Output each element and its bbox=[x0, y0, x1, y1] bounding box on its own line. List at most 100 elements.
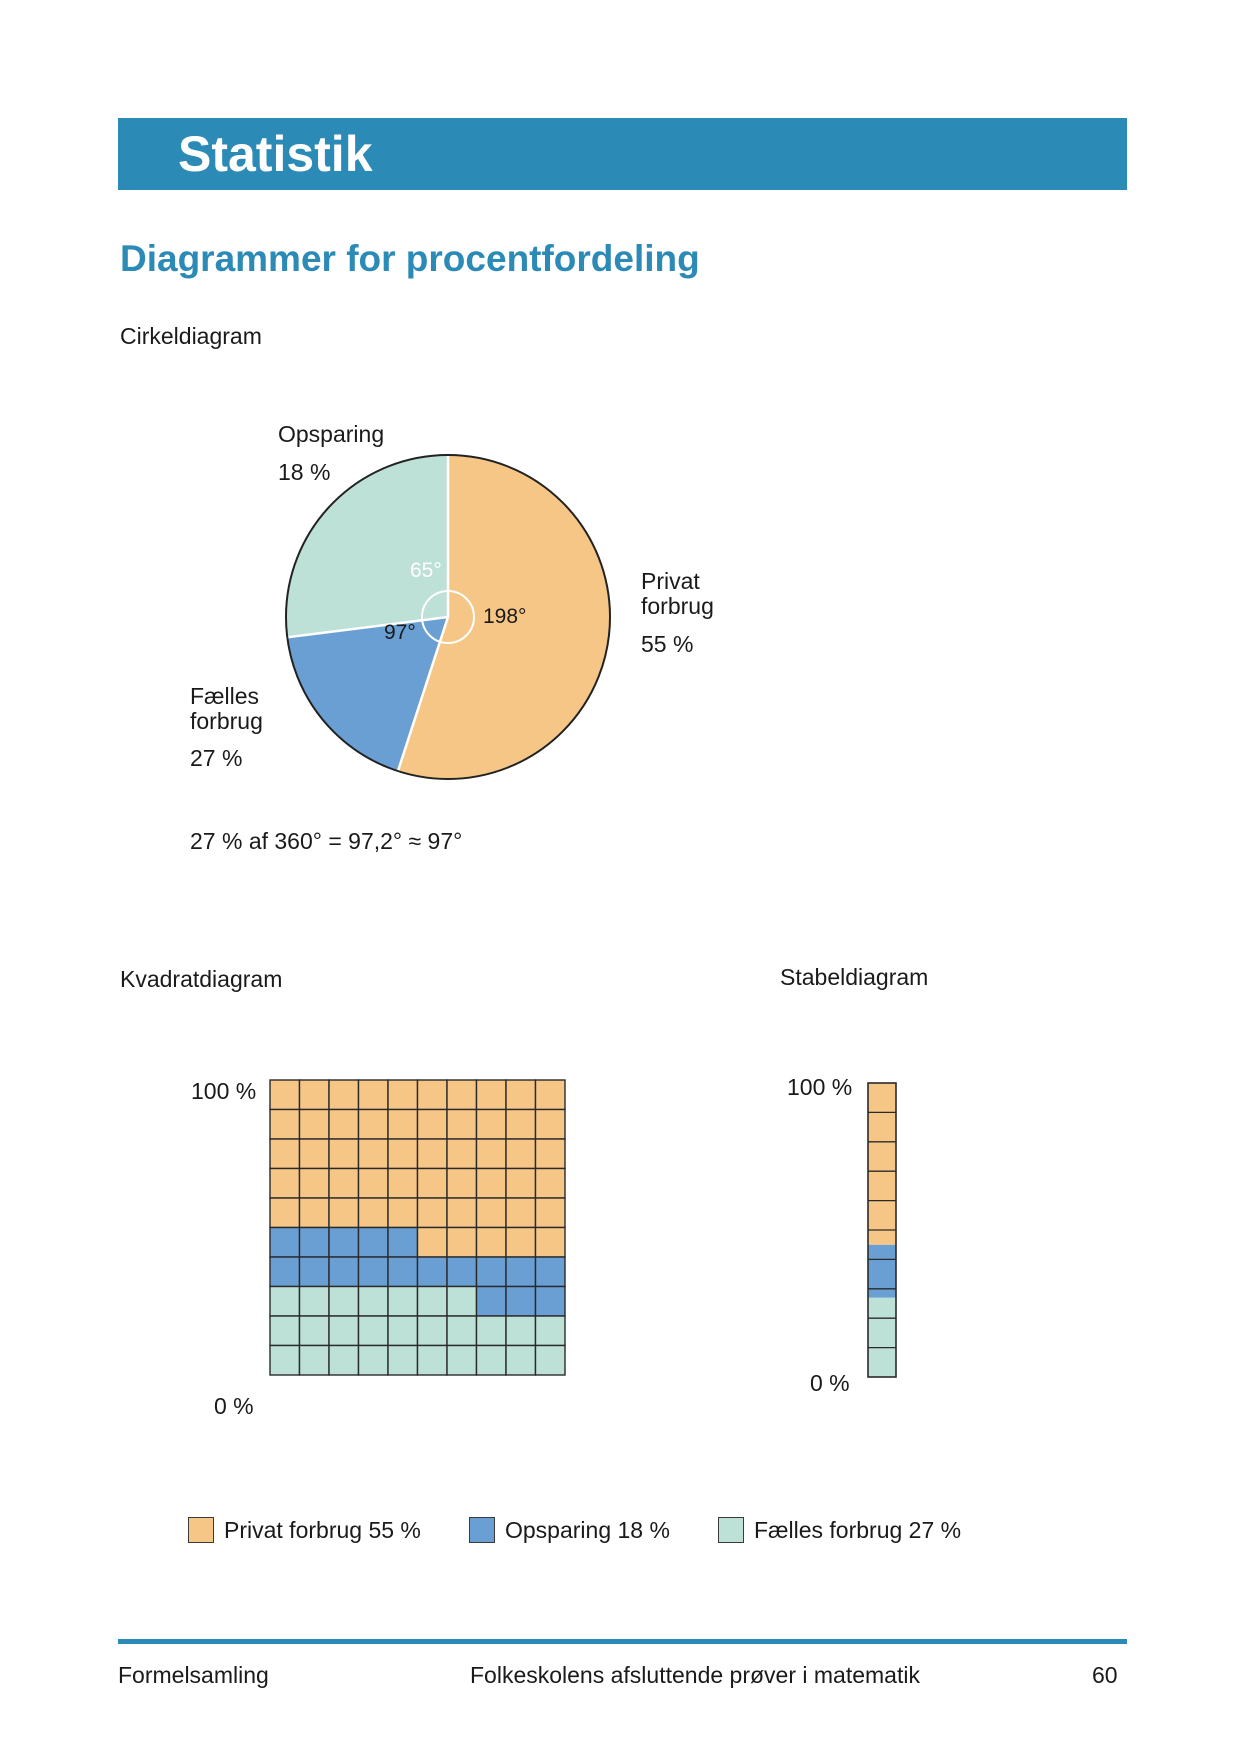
square-cell-privat bbox=[446, 1226, 478, 1258]
square-cell-privat bbox=[505, 1167, 537, 1199]
pie-slice-privat bbox=[397, 455, 610, 779]
square-cell-opsparing bbox=[446, 1256, 478, 1288]
stack-segment-opsparing bbox=[868, 1244, 896, 1298]
pie-angle-marker bbox=[421, 590, 475, 644]
square-cell-privat bbox=[269, 1197, 301, 1229]
pie-chart bbox=[285, 454, 611, 780]
square-cell-privat bbox=[416, 1079, 448, 1111]
footer-center: Folkeskolens afsluttende prøver i matema… bbox=[470, 1662, 920, 1688]
square-cell-privat bbox=[505, 1138, 537, 1170]
square-cell-privat bbox=[357, 1138, 389, 1170]
square-cell-privat bbox=[475, 1197, 507, 1229]
pie-label-faelles-line1: Fælles bbox=[190, 683, 260, 709]
pie-slice-faelles bbox=[286, 455, 448, 638]
pie-angle-privat: 198° bbox=[483, 605, 527, 628]
square-cell-privat bbox=[269, 1167, 301, 1199]
stack-segment-faelles bbox=[868, 1297, 896, 1377]
page-number: 60 bbox=[1092, 1662, 1118, 1688]
square-cell-opsparing bbox=[328, 1256, 360, 1288]
pie-label-opsparing-pct: 18 % bbox=[278, 459, 331, 485]
square-cell-opsparing bbox=[505, 1256, 537, 1288]
square-cell-privat bbox=[475, 1108, 507, 1140]
title-banner: Statistik bbox=[118, 118, 1127, 190]
square-cell-privat bbox=[534, 1197, 566, 1229]
square-cell-privat bbox=[446, 1108, 478, 1140]
legend-item-faelles: Fælles forbrug 27 % bbox=[718, 1515, 961, 1545]
square-cell-privat bbox=[416, 1226, 448, 1258]
square-cell-privat bbox=[534, 1079, 566, 1111]
pie-label-faelles-line2: forbrug bbox=[190, 708, 263, 734]
square-cell-privat bbox=[357, 1197, 389, 1229]
square-cell-faelles bbox=[416, 1315, 448, 1347]
square-cell-privat bbox=[298, 1167, 330, 1199]
square-cell-faelles bbox=[416, 1344, 448, 1376]
legend-label-opsparing: Opsparing 18 % bbox=[505, 1516, 670, 1543]
square-cell-privat bbox=[269, 1079, 301, 1111]
square-cell-opsparing bbox=[357, 1226, 389, 1258]
square-cell-faelles bbox=[387, 1315, 419, 1347]
square-cell-privat bbox=[298, 1197, 330, 1229]
pie-angle-faelles: 97° bbox=[384, 621, 416, 644]
square-cell-privat bbox=[534, 1138, 566, 1170]
square-cell-faelles bbox=[298, 1315, 330, 1347]
square-cell-faelles bbox=[298, 1344, 330, 1376]
square-cell-privat bbox=[505, 1108, 537, 1140]
square-cell-faelles bbox=[475, 1344, 507, 1376]
square-cell-faelles bbox=[387, 1285, 419, 1317]
square-cell-faelles bbox=[328, 1315, 360, 1347]
square-cell-privat bbox=[328, 1197, 360, 1229]
square-cell-privat bbox=[328, 1079, 360, 1111]
square-cell-privat bbox=[416, 1167, 448, 1199]
pie-outline bbox=[285, 454, 611, 780]
square-cell-privat bbox=[446, 1167, 478, 1199]
pie-label-faelles-pct: 27 % bbox=[190, 745, 243, 771]
stack-heading: Stabeldiagram bbox=[780, 964, 929, 990]
square-cell-privat bbox=[534, 1167, 566, 1199]
legend-item-privat: Privat forbrug 55 % bbox=[188, 1515, 421, 1545]
footer-left: Formelsamling bbox=[118, 1662, 269, 1688]
square-cell-faelles bbox=[269, 1344, 301, 1376]
square-cell-faelles bbox=[328, 1285, 360, 1317]
square-cell-privat bbox=[505, 1079, 537, 1111]
square-cell-privat bbox=[357, 1167, 389, 1199]
square-cell-faelles bbox=[416, 1285, 448, 1317]
pie-label-privat-line1: Privat bbox=[641, 568, 700, 594]
stack-diagram bbox=[867, 1082, 897, 1378]
square-cell-privat bbox=[446, 1079, 478, 1111]
square-cell-privat bbox=[328, 1108, 360, 1140]
square-cell-opsparing bbox=[475, 1285, 507, 1317]
square-cell-privat bbox=[357, 1108, 389, 1140]
square-cell-privat bbox=[298, 1108, 330, 1140]
square-cell-opsparing bbox=[387, 1256, 419, 1288]
square-cell-privat bbox=[298, 1138, 330, 1170]
square-cell-privat bbox=[387, 1108, 419, 1140]
square-cell-privat bbox=[475, 1138, 507, 1170]
square-cell-faelles bbox=[269, 1285, 301, 1317]
square-cell-privat bbox=[534, 1226, 566, 1258]
section-title: Diagrammer for procentfordeling bbox=[120, 238, 700, 279]
pie-label-opsparing-name: Opsparing bbox=[278, 421, 385, 447]
square-cell-privat bbox=[269, 1138, 301, 1170]
square-cell-privat bbox=[357, 1079, 389, 1111]
stack-label-bottom: 0 % bbox=[810, 1370, 850, 1396]
square-cell-privat bbox=[387, 1197, 419, 1229]
square-cell-opsparing bbox=[505, 1285, 537, 1317]
square-cell-privat bbox=[475, 1079, 507, 1111]
pie-formula: 27 % af 360° = 97,2° ≈ 97° bbox=[190, 828, 463, 854]
square-cell-opsparing bbox=[298, 1256, 330, 1288]
square-cell-opsparing bbox=[475, 1256, 507, 1288]
square-cell-opsparing bbox=[357, 1256, 389, 1288]
square-cell-privat bbox=[446, 1138, 478, 1170]
square-cell-privat bbox=[387, 1138, 419, 1170]
square-heading: Kvadratdiagram bbox=[120, 966, 283, 992]
square-cell-privat bbox=[416, 1138, 448, 1170]
square-cell-faelles bbox=[387, 1344, 419, 1376]
pie-separator bbox=[287, 615, 449, 639]
square-cell-opsparing bbox=[416, 1256, 448, 1288]
square-cell-faelles bbox=[269, 1315, 301, 1347]
legend-swatch-privat bbox=[188, 1517, 214, 1543]
square-cell-opsparing bbox=[328, 1226, 360, 1258]
pie-label-privat-pct: 55 % bbox=[641, 631, 694, 657]
square-cell-privat bbox=[328, 1167, 360, 1199]
square-cell-faelles bbox=[357, 1285, 389, 1317]
